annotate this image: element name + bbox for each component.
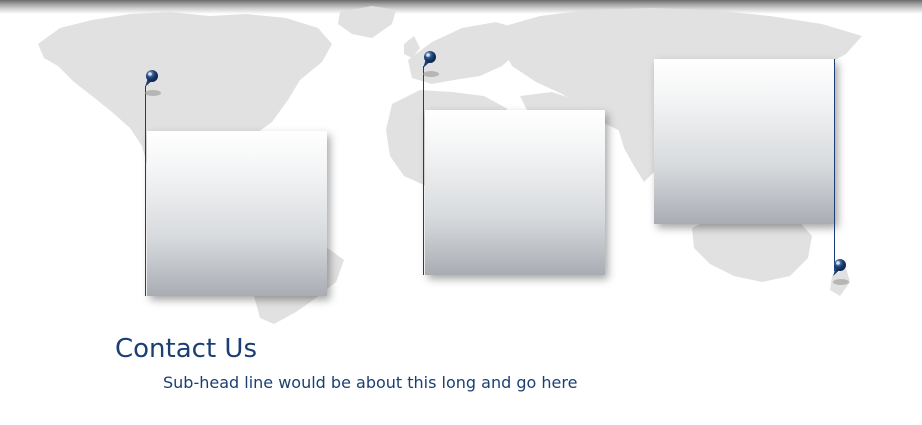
location-card-europe [425,110,605,275]
page-subhead: Sub-head line would be about this long a… [163,373,578,392]
pin-line-north-america [145,86,146,296]
page-title: Contact Us [115,334,257,364]
pin-line-europe [423,66,424,275]
map-pin-icon[interactable] [418,50,442,80]
map-pin-icon[interactable] [828,258,852,288]
location-card-asia-pacific [654,59,835,224]
location-card-north-america [147,131,327,296]
map-pin-icon[interactable] [140,69,164,99]
pin-line-asia-pacific [834,59,835,271]
